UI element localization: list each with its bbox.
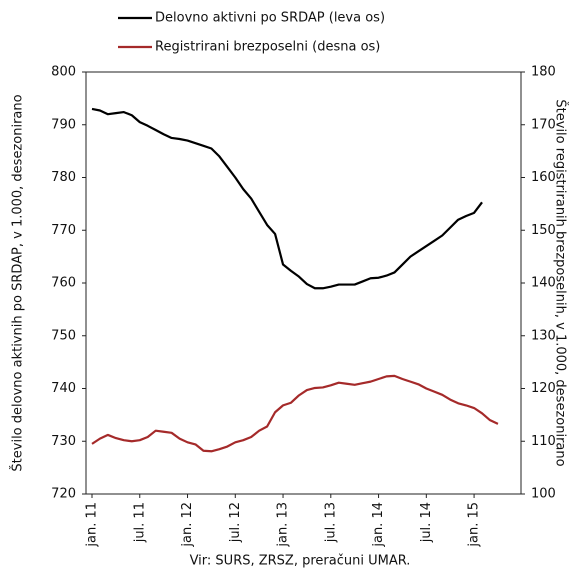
x-tick-label: jul. 11	[132, 502, 147, 543]
x-tick-label: jan. 13	[276, 502, 291, 548]
source-note: Vir: SURS, ZRSZ, preračuni UMAR.	[190, 554, 411, 569]
y2-tick-label: 140	[531, 276, 556, 291]
y2-axis-title: Število registriranih brezposelnih, v 1.…	[553, 99, 569, 466]
y-tick-label: 780	[51, 170, 76, 185]
y-tick-label: 770	[51, 223, 76, 238]
legend-label: Delovno aktivni po SRDAP (leva os)	[155, 11, 385, 26]
y2-tick-label: 110	[531, 434, 556, 449]
y-tick-label: 720	[51, 487, 76, 502]
x-tick-label: jan. 11	[85, 502, 100, 548]
x-tick-label: jan. 15	[467, 502, 482, 548]
y2-tick-label: 170	[531, 117, 556, 132]
series-line	[91, 374, 499, 453]
legend-label: Registrirani brezposelni (desna os)	[155, 40, 380, 55]
y2-tick-label: 150	[531, 223, 556, 238]
y-tick-label: 800	[51, 65, 76, 80]
y-tick-label: 740	[51, 381, 76, 396]
y2-tick-label: 100	[531, 487, 556, 502]
y-axis-title: Število delovno aktivnih po SRDAP, v 1.0…	[10, 94, 26, 471]
y-tick-label: 760	[51, 276, 76, 291]
y-tick-label: 730	[51, 434, 76, 449]
y-tick-label: 750	[51, 328, 76, 343]
series-line	[91, 107, 483, 290]
y2-tick-label: 160	[531, 170, 556, 185]
y-tick-label: 790	[51, 117, 76, 132]
y2-tick-label: 180	[531, 65, 556, 80]
x-tick-label: jul. 13	[323, 502, 338, 543]
x-tick-label: jul. 14	[419, 502, 434, 543]
y2-tick-label: 130	[531, 328, 556, 343]
x-tick-label: jan. 14	[371, 502, 386, 548]
plot-frame	[85, 71, 522, 495]
x-tick-label: jul. 12	[228, 502, 243, 543]
y2-tick-label: 120	[531, 381, 556, 396]
x-tick-label: jan. 12	[180, 502, 195, 548]
